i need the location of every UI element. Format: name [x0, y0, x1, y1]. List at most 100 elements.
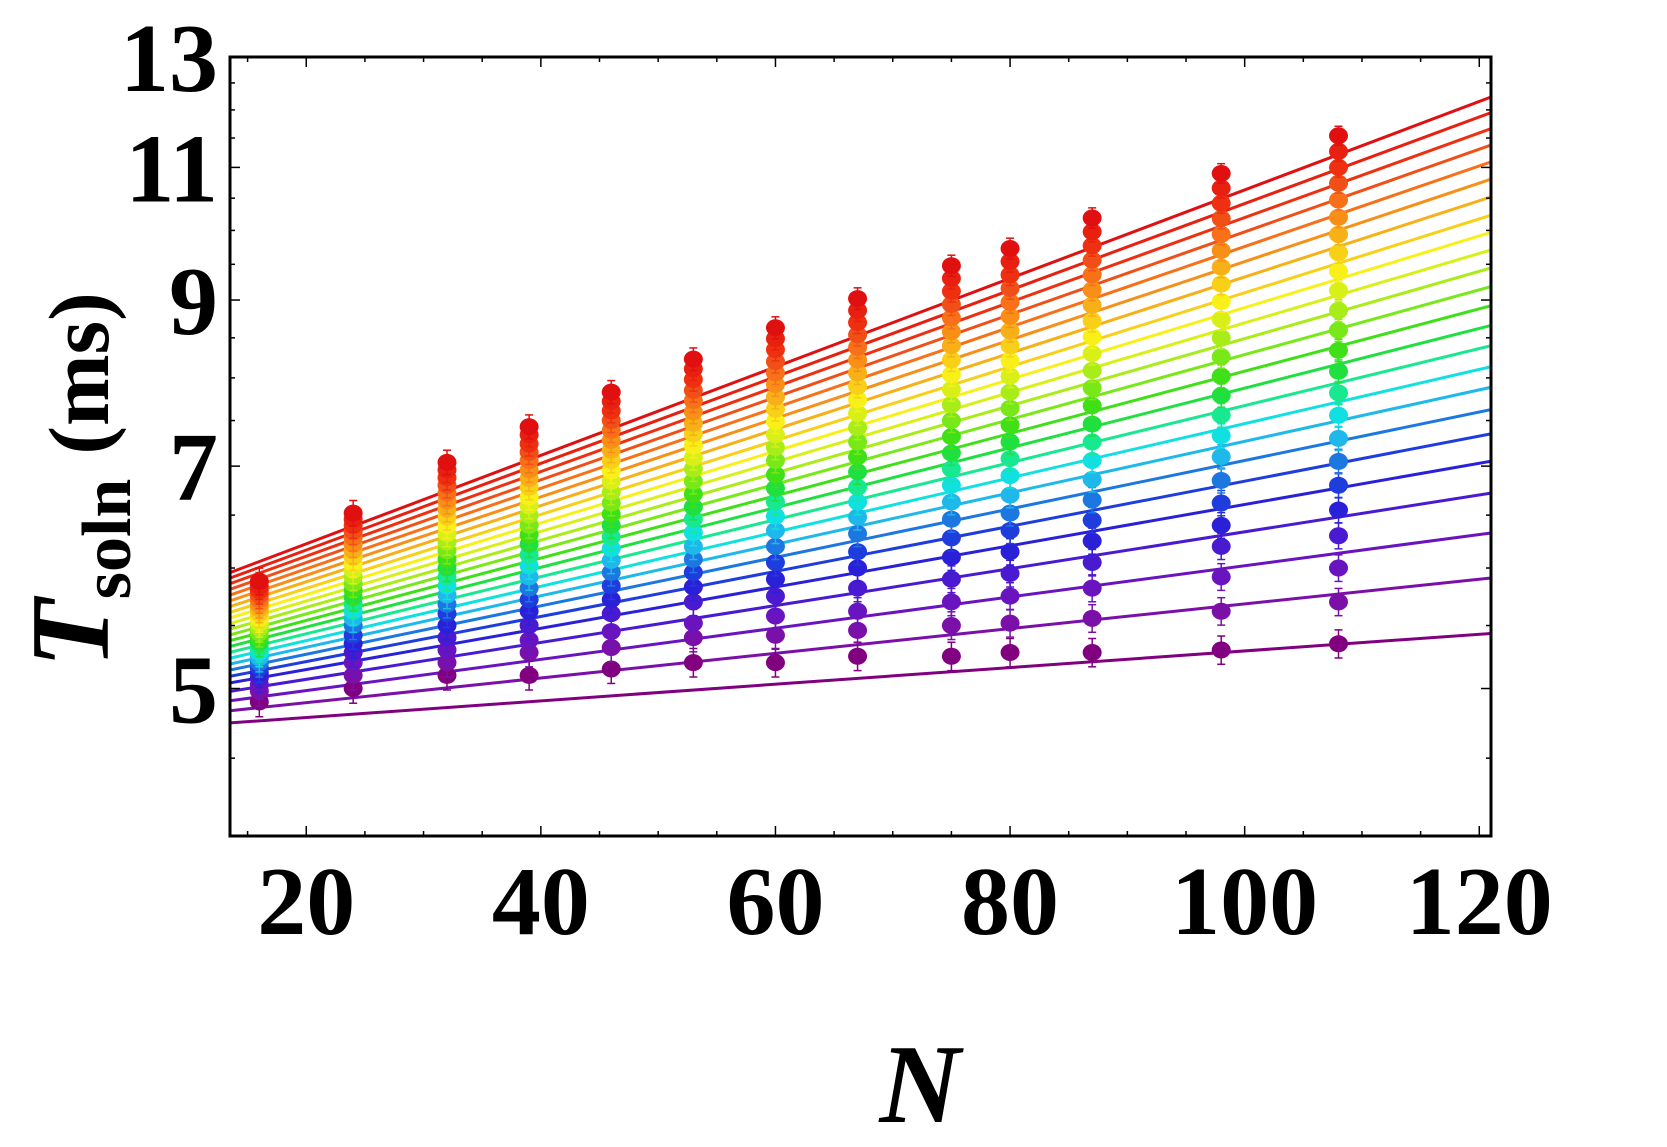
data-point [1000, 587, 1020, 605]
data-point [941, 323, 961, 341]
data-point [1211, 386, 1231, 404]
data-point [1211, 516, 1231, 534]
y-axis-title-sub: soln [69, 479, 146, 600]
data-point [765, 570, 785, 588]
data-point [1000, 279, 1020, 297]
data-point [1329, 559, 1349, 577]
series-1 [249, 629, 1349, 718]
data-point [1211, 179, 1231, 197]
data-point [1082, 296, 1102, 314]
data-point [848, 405, 868, 423]
data-point [765, 388, 785, 406]
series-22 [249, 156, 1349, 605]
y-tick-label: 9 [169, 248, 218, 356]
data-point [765, 537, 785, 555]
data-point [1211, 275, 1231, 293]
data-point [848, 301, 868, 319]
data-point [941, 381, 961, 399]
data-point [1329, 244, 1349, 262]
data-point [1000, 399, 1020, 417]
data-point [941, 476, 961, 494]
data-point [1329, 476, 1349, 494]
data-point [765, 626, 785, 644]
data-point [765, 587, 785, 605]
data-point [1329, 593, 1349, 611]
fit-line-1 [230, 631, 1491, 725]
data-point [683, 350, 703, 368]
data-point [1000, 383, 1020, 401]
x-tick-label: 20 [257, 848, 355, 956]
data-point [941, 444, 961, 462]
data-point [1000, 322, 1020, 340]
data-point [1329, 282, 1349, 300]
data-point [1082, 237, 1102, 255]
data-point [848, 290, 868, 308]
data-point [1329, 301, 1349, 319]
data-point [1082, 511, 1102, 529]
data-point [1000, 367, 1020, 385]
data-point [1000, 239, 1020, 257]
data-point [1082, 470, 1102, 488]
data-point [1211, 568, 1231, 586]
data-point [1000, 565, 1020, 583]
data-point [1082, 312, 1102, 330]
data-point [1329, 127, 1349, 145]
data-point [1082, 433, 1102, 451]
data-point [941, 529, 961, 547]
data-point [1329, 262, 1349, 280]
data-point [1000, 416, 1020, 434]
data-point [1000, 337, 1020, 355]
data-point [1000, 307, 1020, 325]
data-point [683, 614, 703, 632]
data-point [1082, 281, 1102, 299]
data-point [1211, 348, 1231, 366]
series-8 [249, 425, 1349, 673]
data-point [1211, 164, 1231, 182]
y-axis-title-main: T [9, 595, 133, 668]
y-tick-label: 5 [169, 637, 218, 745]
data-point [1211, 225, 1231, 243]
series-7 [249, 448, 1349, 678]
data-point [848, 391, 868, 409]
data-point [765, 654, 785, 672]
data-point [848, 559, 868, 577]
data-point [1082, 251, 1102, 269]
data-point [941, 493, 961, 511]
data-point [941, 593, 961, 611]
y-tick-label: 7 [169, 414, 218, 522]
y-tick-label: 11 [125, 115, 218, 223]
y-axis-title-unit: (ms) [31, 292, 127, 454]
data-point [1211, 641, 1231, 659]
data-point [941, 351, 961, 369]
data-point [1000, 504, 1020, 522]
data-point [848, 377, 868, 395]
data-point [437, 453, 457, 471]
data-point [249, 572, 269, 590]
data-point [1000, 293, 1020, 311]
svg-text:Tsoln(ms): Tsoln (ms) [9, 292, 146, 667]
data-point [941, 647, 961, 665]
data-point [848, 493, 868, 511]
data-point [848, 326, 868, 344]
data-point [765, 466, 785, 484]
data-point [1000, 486, 1020, 504]
data-point [1211, 329, 1231, 347]
data-point [765, 493, 785, 511]
data-point [1211, 494, 1231, 512]
data-point [1329, 429, 1349, 447]
data-point [941, 269, 961, 287]
data-point [941, 460, 961, 478]
data-point [1211, 406, 1231, 424]
data-point [848, 338, 868, 356]
data-point [1082, 415, 1102, 433]
y-axis-title: Tsoln (ms) [9, 292, 146, 667]
data-point [1082, 379, 1102, 397]
data-point [941, 570, 961, 588]
data-point [848, 647, 868, 665]
data-point [848, 351, 868, 369]
axes [228, 55, 1493, 838]
data-point [601, 660, 621, 678]
data-point [1000, 253, 1020, 271]
data-point [1082, 266, 1102, 284]
data-point [848, 525, 868, 543]
